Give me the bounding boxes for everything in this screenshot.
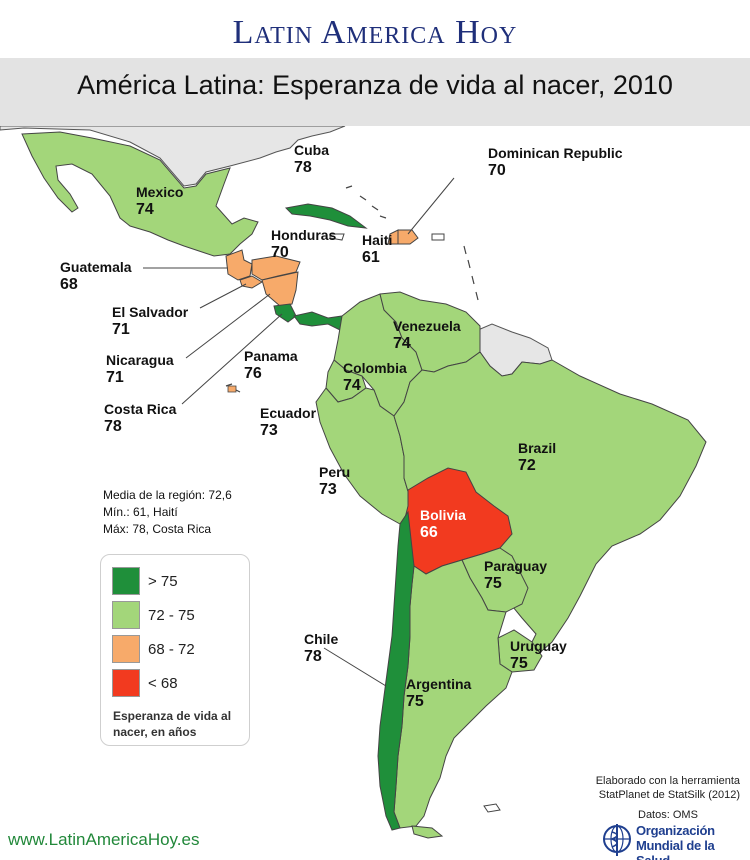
label-costa-rica: Costa Rica 78 <box>104 401 177 435</box>
legend-label: < 68 <box>148 675 178 692</box>
label-nicaragua: Nicaragua 71 <box>106 352 174 386</box>
site-url[interactable]: www.LatinAmericaHoy.es <box>8 830 200 849</box>
site-title[interactable]: Latin America Hoy <box>232 14 518 51</box>
legend-swatch <box>112 601 140 629</box>
country-guatemala[interactable] <box>225 249 253 281</box>
label-honduras: Honduras 70 <box>271 227 337 261</box>
label-chile: Chile 78 <box>304 631 339 665</box>
leader-chile <box>323 647 387 687</box>
legend-label: > 75 <box>148 573 178 590</box>
legend-label: 68 - 72 <box>148 641 195 658</box>
label-el-salvador: El Salvador 71 <box>112 304 189 338</box>
country-el-salvador[interactable] <box>239 275 263 289</box>
legend-item-lt68: < 68 <box>112 669 242 697</box>
island-tierra-del-fuego <box>411 825 444 839</box>
islands-bahamas <box>345 185 387 219</box>
country-costa-rica[interactable] <box>273 303 297 323</box>
credit-line1: Elaborado con la herramienta <box>595 775 740 787</box>
leader-costa-rica <box>181 313 283 405</box>
title-band: América Latina: Esperanza de vida al nac… <box>0 58 750 126</box>
islands-antilles <box>463 245 479 301</box>
label-mexico: Mexico 74 <box>136 184 184 218</box>
label-bolivia: Bolivia 66 <box>420 507 466 541</box>
label-colombia: Colombia 74 <box>343 360 407 394</box>
label-brazil: Brazil 72 <box>518 440 557 474</box>
stat-min: Mín.: 61, Haití <box>103 505 178 519</box>
legend-swatch <box>112 567 140 595</box>
island-jamaica <box>329 233 345 241</box>
label-venezuela: Venezuela 74 <box>393 318 461 352</box>
legend-swatch <box>112 669 140 697</box>
label-paraguay: Paraguay 75 <box>484 558 548 592</box>
label-haiti: Haiti 61 <box>362 232 393 266</box>
legend: > 75 72 - 75 68 - 72 < 68 Esperanza de v… <box>100 554 250 746</box>
legend-item-72-75: 72 - 75 <box>112 601 242 629</box>
country-mexico[interactable] <box>21 131 259 257</box>
usa-region <box>0 126 346 187</box>
credit-line2: StatPlanet de StatSilk (2012) <box>598 789 740 801</box>
credit-data: Datos: OMS <box>638 809 698 821</box>
who-logo[interactable]: Organización Mundial de la Salud <box>600 820 740 860</box>
stat-max: Máx: 78, Costa Rica <box>103 522 212 536</box>
leader-el-salvador <box>199 283 247 309</box>
label-guatemala: Guatemala 68 <box>60 259 132 293</box>
who-line1: Organización <box>636 823 715 838</box>
legend-item-68-72: 68 - 72 <box>112 635 242 663</box>
legend-caption: Esperanza de vida al nacer, en años <box>113 709 232 739</box>
leader-nicaragua <box>185 293 271 359</box>
stat-mean: Media de la región: 72,6 <box>103 488 232 502</box>
label-argentina: Argentina 75 <box>406 676 472 710</box>
country-dominican-republic[interactable] <box>397 229 419 245</box>
label-peru: Peru 73 <box>319 464 351 498</box>
country-chile[interactable] <box>377 510 415 831</box>
legend-label: 72 - 75 <box>148 607 195 624</box>
credit: Elaborado con la herramienta StatPlanet … <box>596 774 740 802</box>
islands-galapagos <box>225 383 241 393</box>
region-stats: Media de la región: 72,6 Mín.: 61, Haití… <box>103 487 232 538</box>
island-puerto-rico <box>431 233 445 241</box>
who-line2: Mundial de la Salud <box>636 838 715 860</box>
islands-falklands <box>483 803 501 813</box>
label-dominican-republic: Dominican Republic 70 <box>488 145 623 179</box>
leader-dominican-republic <box>407 177 455 235</box>
label-cuba: Cuba 78 <box>294 142 329 176</box>
who-text: Organización Mundial de la Salud <box>636 823 740 860</box>
island-hispaniola-tip <box>227 385 237 393</box>
map-title: América Latina: Esperanza de vida al nac… <box>77 70 673 100</box>
header: Latin America Hoy <box>0 0 750 58</box>
label-panama: Panama 76 <box>244 348 298 382</box>
country-nicaragua[interactable] <box>261 271 299 307</box>
country-panama[interactable] <box>293 311 343 331</box>
label-ecuador: Ecuador 73 <box>260 405 317 439</box>
legend-swatch <box>112 635 140 663</box>
country-cuba[interactable] <box>284 203 368 229</box>
choropleth-map: Mexico 74 Cuba 78 Dominican Republic 70 Hon… <box>0 126 750 860</box>
legend-item-gt75: > 75 <box>112 567 242 595</box>
map-canvas <box>0 126 707 839</box>
globe-icon <box>603 824 631 856</box>
label-uruguay: Uruguay 75 <box>510 638 567 672</box>
